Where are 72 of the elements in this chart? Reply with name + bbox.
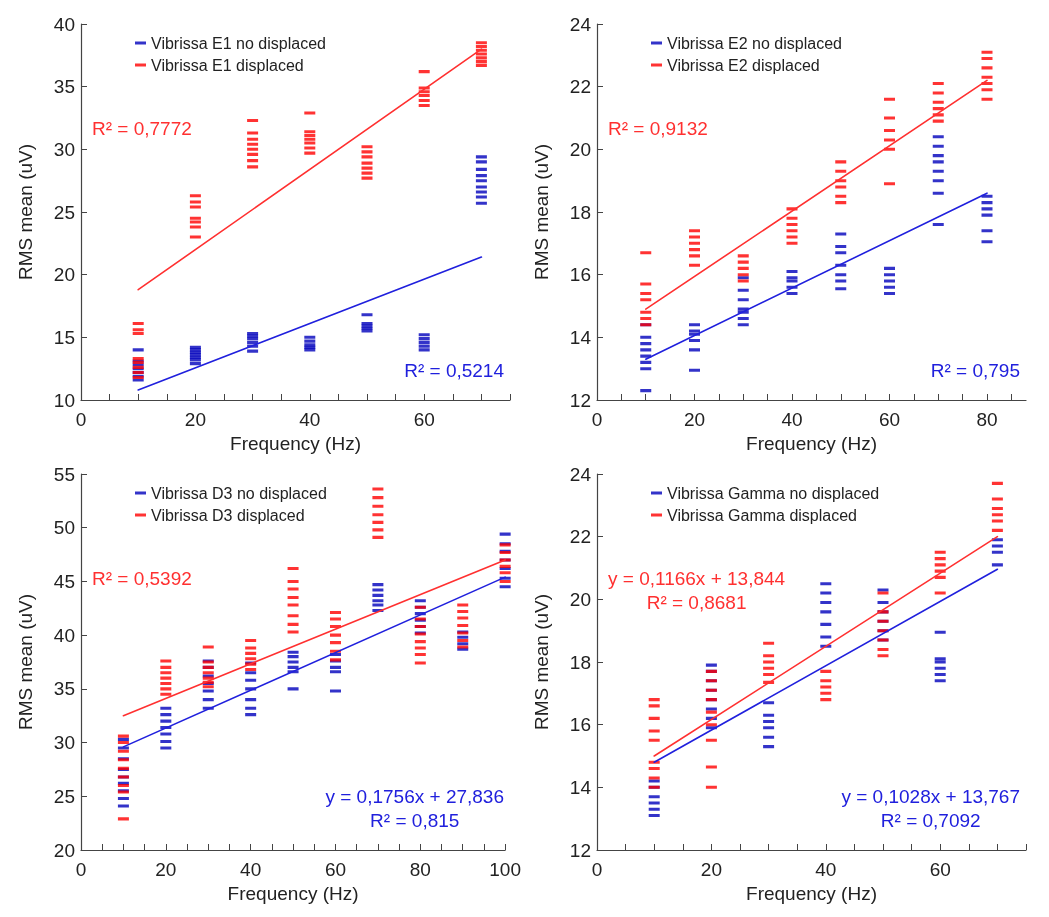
y-tick-label: 35	[53, 76, 75, 98]
y-tick-label: 14	[569, 326, 592, 348]
y-tick-label: 24	[569, 463, 592, 485]
annotation: R² = 0,795	[930, 359, 1020, 381]
y-tick-label: 20	[569, 588, 591, 610]
legend-label: Vibrissa D3 no displaced	[151, 484, 327, 502]
y-tick-label: 12	[569, 389, 591, 411]
y-tick-label: 40	[53, 13, 75, 35]
x-tick-label: 80	[409, 859, 431, 880]
x-tick-label: 0	[591, 859, 603, 880]
annotation: y = 0,1756x + 27,836 R² = 0,815	[325, 785, 505, 831]
x-tick-label: 20	[155, 859, 177, 880]
y-tick-label: 10	[53, 389, 75, 411]
y-tick-label: 25	[53, 201, 75, 223]
x-tick-label: 40	[815, 859, 837, 880]
y-axis-title: RMS mean (uV)	[531, 143, 552, 281]
y-tick-label: 35	[53, 678, 75, 700]
y-tick-label: 18	[569, 201, 591, 223]
y-axis-title: RMS mean (uV)	[15, 593, 36, 731]
y-tick-label: 22	[569, 76, 591, 98]
annotation: R² = 0,9132	[607, 117, 708, 139]
y-tick-label: 24	[569, 13, 592, 35]
x-tick-label: 100	[489, 859, 521, 880]
x-axis-title: Frequency (Hz)	[746, 432, 877, 454]
x-tick-label: 0	[75, 859, 87, 880]
x-tick-label: 20	[683, 409, 706, 430]
x-tick-label: 40	[299, 409, 321, 430]
legend-label: Vibrissa Gamma displaced	[667, 506, 858, 524]
y-axis-title: RMS mean (uV)	[531, 593, 552, 731]
y-tick-label: 16	[569, 264, 591, 286]
y-tick-label: 20	[569, 138, 591, 160]
y-tick-label: 22	[569, 526, 591, 548]
legend-label: Vibrissa E2 no displaced	[667, 34, 842, 52]
x-tick-label: 20	[700, 859, 722, 880]
x-tick-label: 60	[413, 409, 435, 430]
x-tick-label: 60	[878, 409, 901, 430]
legend-label: Vibrissa E1 displaced	[151, 56, 304, 74]
y-tick-label: 18	[569, 651, 591, 673]
y-tick-label: 40	[53, 624, 75, 646]
x-tick-label: 0	[75, 409, 87, 430]
y-tick-label: 20	[53, 264, 75, 286]
x-tick-label: 40	[781, 409, 803, 430]
legend-label: Vibrissa E2 displaced	[667, 56, 820, 74]
annotation: R² = 0,5214	[404, 359, 505, 381]
x-axis-title: Frequency (Hz)	[230, 432, 361, 454]
legend-label: Vibrissa D3 displaced	[151, 506, 305, 524]
annotation: y = 0,1028x + 13,767 R² = 0,7092	[841, 785, 1021, 831]
annotation: R² = 0,5392	[91, 567, 192, 589]
y-tick-label: 15	[53, 326, 75, 348]
x-tick-label: 0	[591, 409, 603, 430]
y-tick-label: 30	[53, 732, 75, 754]
x-axis-title: Frequency (Hz)	[746, 882, 877, 904]
x-axis-title: Frequency (Hz)	[227, 882, 359, 904]
legend-label: Vibrissa Gamma no displaced	[667, 484, 880, 502]
y-tick-label: 12	[569, 839, 591, 861]
y-tick-label: 14	[569, 776, 592, 798]
y-tick-label: 20	[53, 839, 75, 861]
y-tick-label: 16	[569, 714, 591, 736]
x-tick-label: 60	[929, 859, 951, 880]
annotation: y = 0,1166x + 13,844 R² = 0,8681	[608, 567, 786, 613]
x-tick-label: 20	[184, 409, 206, 430]
annotation: R² = 0,7772	[91, 117, 192, 139]
y-tick-label: 30	[53, 138, 75, 160]
x-tick-label: 80	[976, 409, 998, 430]
y-tick-label: 55	[53, 463, 75, 485]
x-tick-label: 60	[324, 859, 347, 880]
y-tick-label: 25	[53, 785, 75, 807]
legend-label: Vibrissa E1 no displaced	[151, 34, 326, 52]
y-axis-title: RMS mean (uV)	[15, 143, 36, 281]
x-tick-label: 40	[240, 859, 262, 880]
y-tick-label: 50	[53, 517, 75, 539]
y-tick-label: 45	[53, 570, 75, 592]
